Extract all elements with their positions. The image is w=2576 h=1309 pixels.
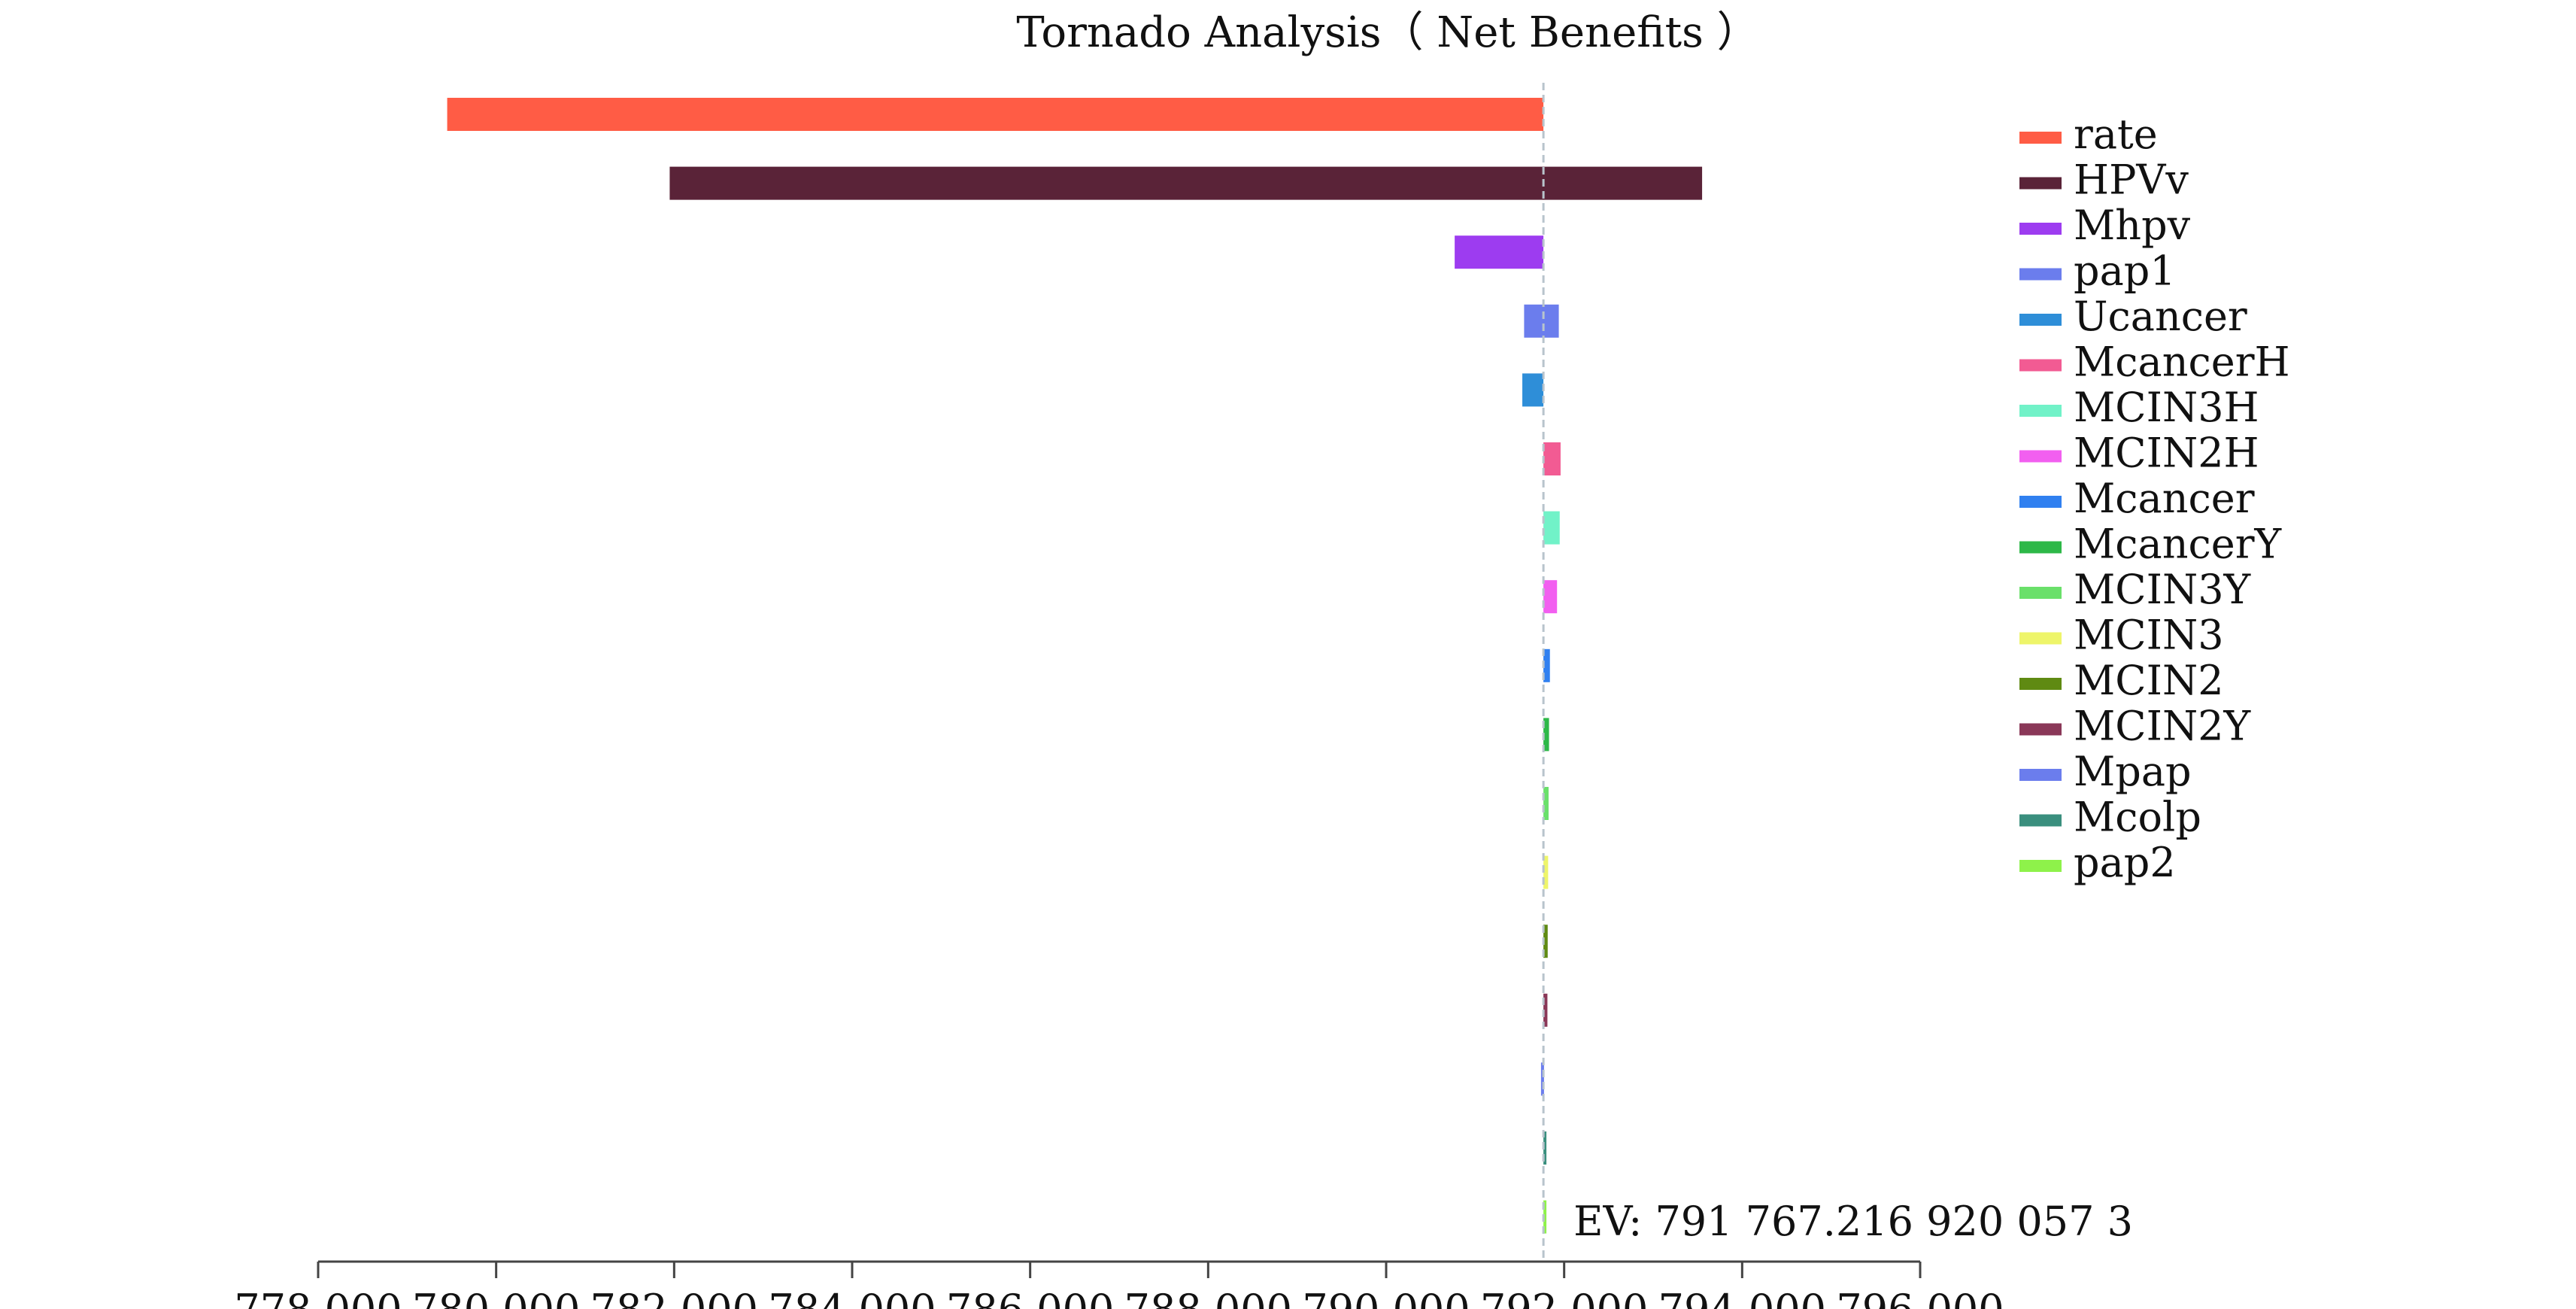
legend-label-McancerY: McancerY	[2074, 521, 2283, 568]
legend-label-MCIN2: MCIN2	[2074, 657, 2224, 704]
legend-swatch-MCIN2Y	[2019, 723, 2062, 736]
x-tick-label: 780 000	[412, 1286, 580, 1309]
legend-label-MCIN3H: MCIN3H	[2074, 384, 2259, 431]
bar-HPVv	[669, 166, 1703, 200]
x-tick-label: 794 000	[1658, 1286, 1826, 1309]
legend-label-MCIN3Y: MCIN3Y	[2074, 566, 2252, 613]
bar-Mcolp	[1543, 1131, 1547, 1165]
legend: rateHPVvMhpvpap1UcancerMcancerHMCIN3HMCI…	[2019, 111, 2290, 886]
legend-label-Mcolp: Mcolp	[2074, 794, 2201, 841]
legend-swatch-MCIN3	[2019, 632, 2062, 645]
legend-swatch-HPVv	[2019, 177, 2062, 190]
legend-swatch-Mcancer	[2019, 496, 2062, 508]
bar-Mhpv	[1455, 235, 1544, 269]
bar-Ucancer	[1522, 373, 1544, 407]
bar-McancerY	[1543, 718, 1549, 752]
legend-swatch-Mpap	[2019, 769, 2062, 781]
chart-title: Tornado Analysis（ Net Benefits ）	[1016, 8, 1758, 57]
bar-MCIN2H	[1543, 580, 1558, 614]
x-tick-label: 784 000	[768, 1286, 936, 1309]
x-tick-label: 778 000	[234, 1286, 402, 1309]
legend-label-HPVv: HPVv	[2074, 156, 2189, 204]
legend-swatch-McancerH	[2019, 359, 2062, 372]
bar-Mpap	[1540, 1062, 1544, 1096]
legend-label-McancerH: McancerH	[2074, 339, 2290, 386]
bar-pap2	[1543, 1200, 1547, 1234]
legend-label-MCIN3: MCIN3	[2074, 612, 2224, 659]
legend-swatch-pap1	[2019, 268, 2062, 281]
bar-MCIN2	[1543, 925, 1548, 958]
legend-label-Ucancer: Ucancer	[2074, 293, 2247, 340]
bars-layer	[447, 98, 1703, 1234]
legend-label-MCIN2H: MCIN2H	[2074, 430, 2259, 477]
bar-MCIN2Y	[1543, 993, 1548, 1027]
legend-label-Mcancer: Mcancer	[2074, 475, 2255, 522]
legend-label-pap1: pap1	[2074, 248, 2176, 295]
legend-swatch-rate	[2019, 132, 2062, 144]
legend-label-Mhpv: Mhpv	[2074, 202, 2191, 249]
legend-swatch-pap2	[2019, 860, 2062, 872]
legend-swatch-MCIN2H	[2019, 450, 2062, 463]
bar-Mcancer	[1543, 648, 1550, 682]
ev-label: EV: 791 767.216 920 057 3	[1573, 1198, 2133, 1245]
x-tick-label: 788 000	[1124, 1286, 1292, 1309]
legend-label-pap2: pap2	[2074, 839, 2176, 886]
legend-label-MCIN2Y: MCIN2Y	[2074, 703, 2252, 750]
legend-swatch-MCIN3Y	[2019, 587, 2062, 599]
bar-rate	[447, 98, 1544, 131]
bar-MCIN3	[1543, 855, 1549, 889]
legend-swatch-McancerY	[2019, 541, 2062, 554]
x-tick-label: 790 000	[1302, 1286, 1470, 1309]
bar-MCIN3H	[1543, 511, 1560, 545]
x-tick-label: 792 000	[1480, 1286, 1648, 1309]
legend-swatch-Mcolp	[2019, 814, 2062, 827]
x-tick-label: 786 000	[946, 1286, 1114, 1309]
legend-swatch-Mhpv	[2019, 223, 2062, 235]
legend-swatch-MCIN3H	[2019, 405, 2062, 417]
legend-swatch-Ucancer	[2019, 314, 2062, 326]
x-axis-ticks: 778 000 780 000 782 000 784 000 786 000 788 0…	[234, 1262, 2004, 1309]
bar-MCIN3Y	[1543, 787, 1549, 820]
x-tick-label: 782 000	[590, 1286, 758, 1309]
x-tick-label: 796 000	[1836, 1286, 2004, 1309]
bar-McancerH	[1543, 442, 1561, 475]
legend-label-Mpap: Mpap	[2074, 748, 2192, 795]
bar-pap1	[1524, 304, 1559, 338]
legend-swatch-MCIN2	[2019, 678, 2062, 690]
legend-label-rate: rate	[2074, 111, 2158, 158]
